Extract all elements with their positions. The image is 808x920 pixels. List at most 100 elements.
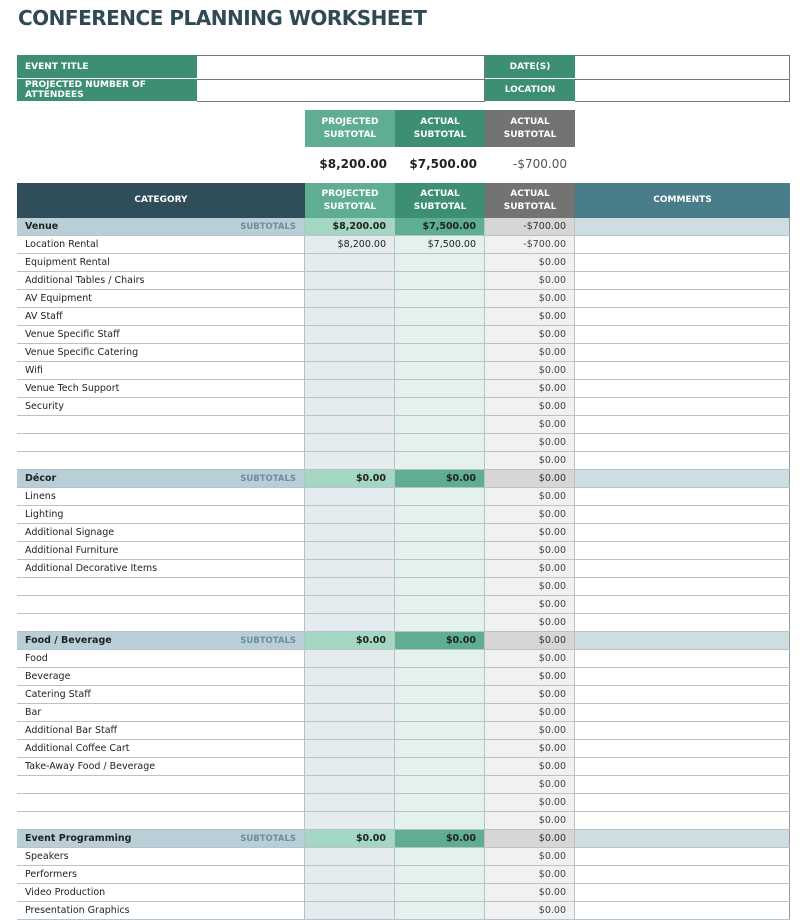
actual-cell[interactable] <box>395 560 485 577</box>
projected-cell[interactable] <box>305 452 395 469</box>
actual-cell[interactable] <box>395 506 485 523</box>
item-name-cell[interactable]: Location Rental <box>17 236 305 253</box>
actual-cell[interactable] <box>395 758 485 775</box>
item-name-cell[interactable]: Catering Staff <box>17 686 305 703</box>
comments-cell[interactable] <box>575 344 790 361</box>
item-name-cell[interactable] <box>17 776 305 793</box>
item-name-cell[interactable] <box>17 434 305 451</box>
actual-cell[interactable] <box>395 794 485 811</box>
item-name-cell[interactable]: Wifi <box>17 362 305 379</box>
actual-cell[interactable] <box>395 308 485 325</box>
comments-cell[interactable] <box>575 794 790 811</box>
projected-cell[interactable] <box>305 740 395 757</box>
projected-cell[interactable] <box>305 686 395 703</box>
actual-cell[interactable] <box>395 272 485 289</box>
projected-cell[interactable] <box>305 614 395 631</box>
comments-cell[interactable] <box>575 524 790 541</box>
projected-cell[interactable] <box>305 488 395 505</box>
item-name-cell[interactable] <box>17 578 305 595</box>
actual-cell[interactable] <box>395 776 485 793</box>
projected-cell[interactable] <box>305 362 395 379</box>
item-name-cell[interactable]: Lighting <box>17 506 305 523</box>
projected-cell[interactable] <box>305 560 395 577</box>
projected-cell[interactable] <box>305 722 395 739</box>
comments-cell[interactable] <box>575 398 790 415</box>
comments-cell[interactable] <box>575 848 790 865</box>
event-title-field[interactable] <box>197 55 485 79</box>
item-name-cell[interactable]: Linens <box>17 488 305 505</box>
actual-cell[interactable] <box>395 542 485 559</box>
actual-cell[interactable] <box>395 884 485 901</box>
comments-cell[interactable] <box>575 704 790 721</box>
item-name-cell[interactable]: Performers <box>17 866 305 883</box>
actual-cell[interactable] <box>395 686 485 703</box>
comments-cell[interactable] <box>575 506 790 523</box>
comments-cell[interactable] <box>575 812 790 829</box>
comments-cell[interactable] <box>575 236 790 253</box>
projected-cell[interactable] <box>305 434 395 451</box>
comments-cell[interactable] <box>575 560 790 577</box>
comments-cell[interactable] <box>575 884 790 901</box>
projected-cell[interactable] <box>305 326 395 343</box>
item-name-cell[interactable]: Beverage <box>17 668 305 685</box>
actual-cell[interactable] <box>395 380 485 397</box>
comments-cell[interactable] <box>575 776 790 793</box>
actual-cell[interactable] <box>395 668 485 685</box>
comments-cell[interactable] <box>575 632 790 649</box>
projected-cell[interactable] <box>305 272 395 289</box>
projected-cell[interactable] <box>305 254 395 271</box>
comments-cell[interactable] <box>575 326 790 343</box>
projected-cell[interactable] <box>305 506 395 523</box>
projected-cell[interactable] <box>305 758 395 775</box>
actual-cell[interactable]: $7,500.00 <box>395 236 485 253</box>
actual-cell[interactable] <box>395 650 485 667</box>
comments-cell[interactable] <box>575 596 790 613</box>
actual-cell[interactable] <box>395 416 485 433</box>
dates-field[interactable] <box>575 55 790 79</box>
comments-cell[interactable] <box>575 362 790 379</box>
comments-cell[interactable] <box>575 542 790 559</box>
projected-cell[interactable] <box>305 308 395 325</box>
comments-cell[interactable] <box>575 290 790 307</box>
comments-cell[interactable] <box>575 902 790 919</box>
item-name-cell[interactable] <box>17 812 305 829</box>
projected-cell[interactable] <box>305 884 395 901</box>
actual-cell[interactable] <box>395 452 485 469</box>
comments-cell[interactable] <box>575 668 790 685</box>
projected-cell[interactable] <box>305 416 395 433</box>
projected-cell[interactable] <box>305 542 395 559</box>
projected-cell[interactable] <box>305 650 395 667</box>
comments-cell[interactable] <box>575 614 790 631</box>
projected-cell[interactable] <box>305 524 395 541</box>
actual-cell[interactable] <box>395 578 485 595</box>
item-name-cell[interactable]: Security <box>17 398 305 415</box>
attendees-field[interactable] <box>197 79 485 102</box>
comments-cell[interactable] <box>575 416 790 433</box>
projected-cell[interactable] <box>305 596 395 613</box>
actual-cell[interactable] <box>395 254 485 271</box>
item-name-cell[interactable]: Equipment Rental <box>17 254 305 271</box>
actual-cell[interactable] <box>395 290 485 307</box>
actual-cell[interactable] <box>395 866 485 883</box>
actual-cell[interactable] <box>395 848 485 865</box>
projected-cell[interactable] <box>305 866 395 883</box>
item-name-cell[interactable]: Venue Specific Catering <box>17 344 305 361</box>
comments-cell[interactable] <box>575 650 790 667</box>
comments-cell[interactable] <box>575 452 790 469</box>
actual-cell[interactable] <box>395 362 485 379</box>
comments-cell[interactable] <box>575 308 790 325</box>
projected-cell[interactable] <box>305 902 395 919</box>
item-name-cell[interactable]: AV Staff <box>17 308 305 325</box>
item-name-cell[interactable]: AV Equipment <box>17 290 305 307</box>
actual-cell[interactable] <box>395 524 485 541</box>
item-name-cell[interactable] <box>17 794 305 811</box>
item-name-cell[interactable]: Additional Signage <box>17 524 305 541</box>
actual-cell[interactable] <box>395 434 485 451</box>
actual-cell[interactable] <box>395 344 485 361</box>
location-field[interactable] <box>575 79 790 102</box>
projected-cell[interactable] <box>305 812 395 829</box>
item-name-cell[interactable]: Presentation Graphics <box>17 902 305 919</box>
actual-cell[interactable] <box>395 596 485 613</box>
item-name-cell[interactable]: Food <box>17 650 305 667</box>
actual-cell[interactable] <box>395 614 485 631</box>
